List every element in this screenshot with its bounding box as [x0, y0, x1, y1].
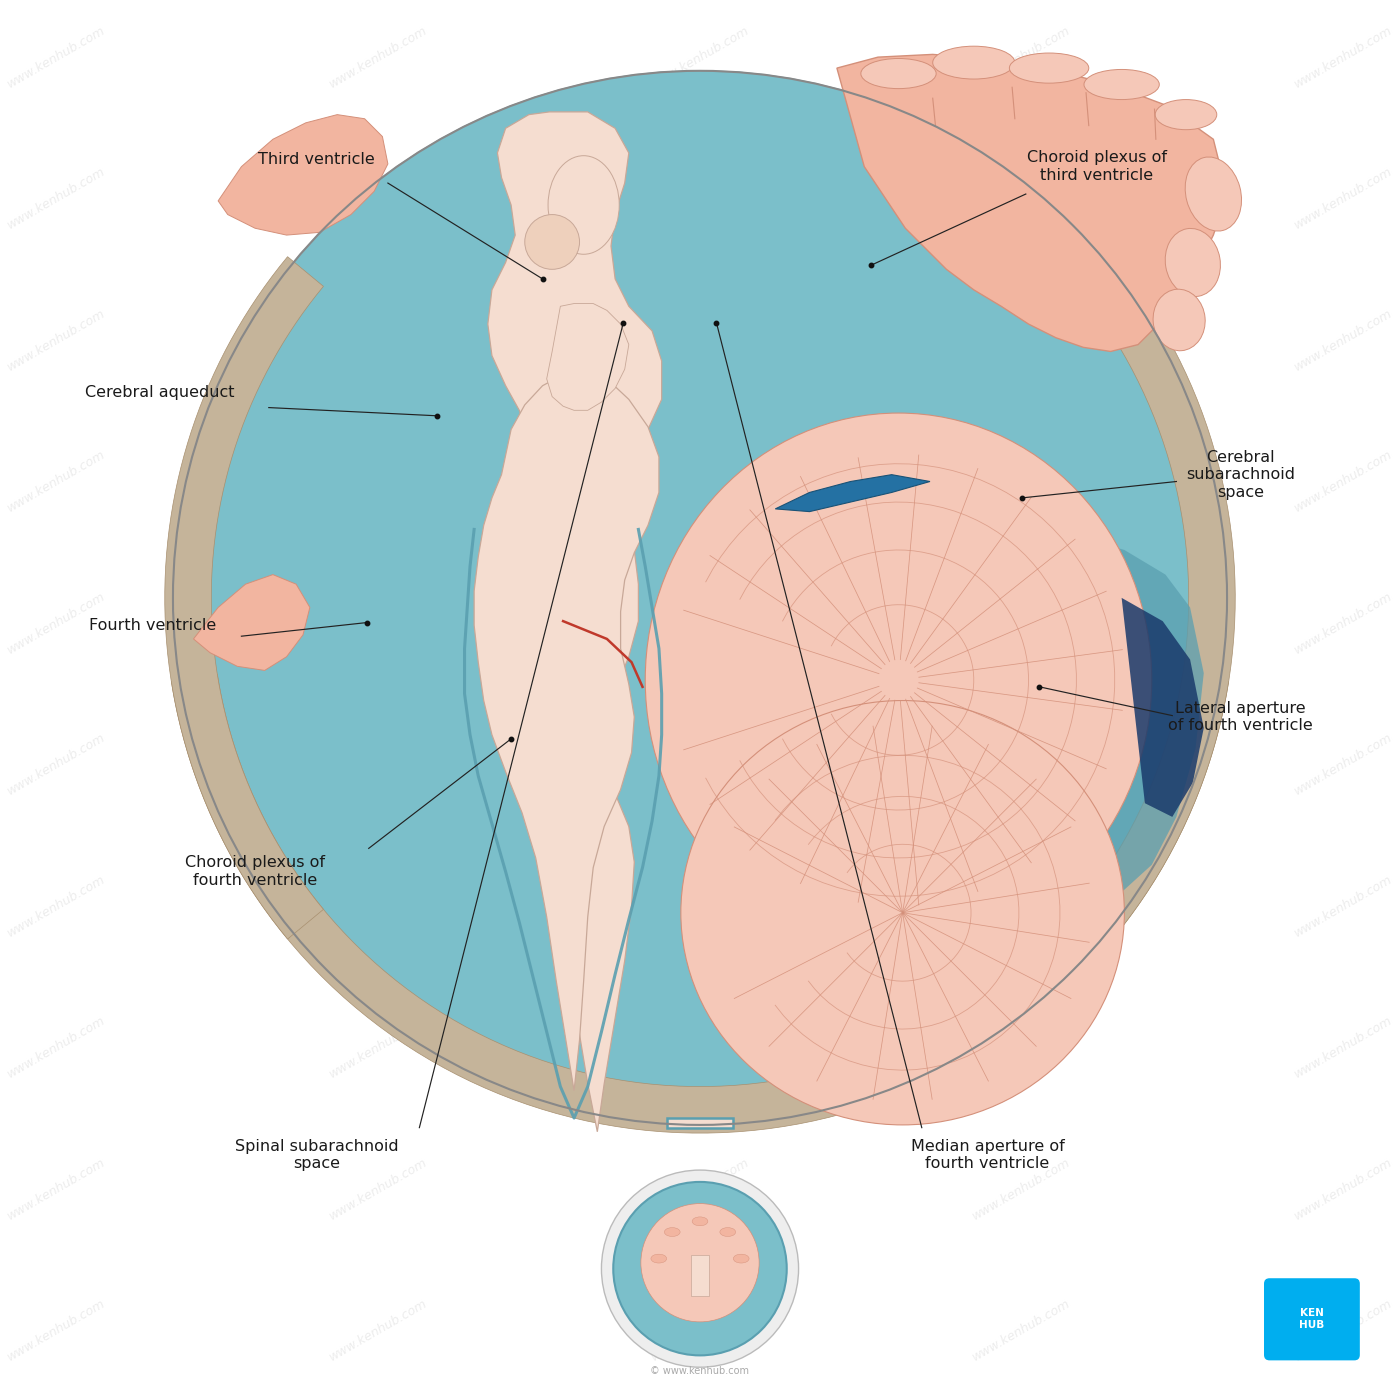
Polygon shape — [546, 304, 629, 410]
Text: www.kenhub.com: www.kenhub.com — [970, 307, 1072, 374]
Text: www.kenhub.com: www.kenhub.com — [1292, 872, 1394, 939]
Text: www.kenhub.com: www.kenhub.com — [970, 589, 1072, 657]
Text: www.kenhub.com: www.kenhub.com — [328, 307, 430, 374]
Ellipse shape — [1186, 157, 1242, 231]
Ellipse shape — [1084, 70, 1159, 99]
Text: Lateral aperture
of fourth ventricle: Lateral aperture of fourth ventricle — [1169, 701, 1313, 734]
Ellipse shape — [680, 700, 1124, 1126]
Polygon shape — [962, 311, 1235, 1050]
Text: www.kenhub.com: www.kenhub.com — [6, 731, 108, 798]
FancyBboxPatch shape — [1264, 1278, 1359, 1361]
Polygon shape — [475, 372, 659, 1091]
Polygon shape — [165, 256, 323, 939]
Text: Third ventricle: Third ventricle — [259, 153, 375, 168]
Text: Fourth ventricle: Fourth ventricle — [88, 617, 216, 633]
Text: Spinal subarachnoid
space: Spinal subarachnoid space — [235, 1138, 399, 1172]
Text: www.kenhub.com: www.kenhub.com — [648, 1296, 752, 1364]
Ellipse shape — [734, 1254, 749, 1263]
Ellipse shape — [1165, 228, 1221, 297]
Text: www.kenhub.com: www.kenhub.com — [6, 1155, 108, 1222]
Text: www.kenhub.com: www.kenhub.com — [970, 731, 1072, 798]
Text: www.kenhub.com: www.kenhub.com — [648, 1014, 752, 1081]
Text: Cerebral
subarachnoid
space: Cerebral subarachnoid space — [1186, 449, 1295, 500]
Text: www.kenhub.com: www.kenhub.com — [648, 1155, 752, 1222]
Circle shape — [641, 1204, 759, 1322]
Text: www.kenhub.com: www.kenhub.com — [1292, 1296, 1394, 1364]
Text: www.kenhub.com: www.kenhub.com — [1292, 1014, 1394, 1081]
Polygon shape — [193, 574, 309, 671]
Text: www.kenhub.com: www.kenhub.com — [970, 165, 1072, 232]
Circle shape — [602, 1170, 798, 1368]
Text: www.kenhub.com: www.kenhub.com — [970, 872, 1072, 939]
Ellipse shape — [665, 1228, 680, 1236]
Ellipse shape — [547, 155, 619, 255]
Ellipse shape — [861, 59, 937, 88]
Text: Choroid plexus of
fourth ventricle: Choroid plexus of fourth ventricle — [185, 855, 325, 888]
Text: www.kenhub.com: www.kenhub.com — [6, 24, 108, 91]
Circle shape — [525, 214, 580, 269]
Text: www.kenhub.com: www.kenhub.com — [6, 165, 108, 232]
Text: Median aperture of
fourth ventricle: Median aperture of fourth ventricle — [910, 1138, 1064, 1172]
Text: www.kenhub.com: www.kenhub.com — [6, 307, 108, 374]
Ellipse shape — [645, 413, 1152, 946]
Polygon shape — [837, 55, 1226, 351]
Text: www.kenhub.com: www.kenhub.com — [970, 1014, 1072, 1081]
Text: www.kenhub.com: www.kenhub.com — [1292, 165, 1394, 232]
Polygon shape — [487, 112, 662, 1131]
Ellipse shape — [720, 1228, 735, 1236]
Text: Cerebral aqueduct: Cerebral aqueduct — [84, 385, 234, 400]
Polygon shape — [218, 115, 388, 235]
Text: www.kenhub.com: www.kenhub.com — [1292, 307, 1394, 374]
Ellipse shape — [651, 1254, 666, 1263]
Text: www.kenhub.com: www.kenhub.com — [6, 1296, 108, 1364]
Text: www.kenhub.com: www.kenhub.com — [970, 1296, 1072, 1364]
Text: Choroid plexus of
third ventricle: Choroid plexus of third ventricle — [1028, 150, 1168, 183]
Text: www.kenhub.com: www.kenhub.com — [970, 24, 1072, 91]
Polygon shape — [776, 475, 930, 511]
Text: www.kenhub.com: www.kenhub.com — [328, 165, 430, 232]
Text: www.kenhub.com: www.kenhub.com — [328, 1155, 430, 1222]
Text: www.kenhub.com: www.kenhub.com — [1292, 24, 1394, 91]
Text: www.kenhub.com: www.kenhub.com — [648, 307, 752, 374]
Text: www.kenhub.com: www.kenhub.com — [328, 731, 430, 798]
Text: www.kenhub.com: www.kenhub.com — [328, 872, 430, 939]
Text: www.kenhub.com: www.kenhub.com — [328, 24, 430, 91]
Ellipse shape — [692, 1217, 708, 1226]
Circle shape — [613, 1182, 787, 1355]
Polygon shape — [171, 675, 1229, 1133]
Text: www.kenhub.com: www.kenhub.com — [970, 448, 1072, 515]
Text: www.kenhub.com: www.kenhub.com — [648, 448, 752, 515]
Circle shape — [174, 71, 1226, 1126]
Polygon shape — [668, 1119, 732, 1127]
Polygon shape — [1077, 536, 1204, 892]
Text: www.kenhub.com: www.kenhub.com — [328, 448, 430, 515]
Text: www.kenhub.com: www.kenhub.com — [970, 1155, 1072, 1222]
Text: www.kenhub.com: www.kenhub.com — [328, 589, 430, 657]
Text: KEN
HUB: KEN HUB — [1299, 1309, 1324, 1330]
Text: www.kenhub.com: www.kenhub.com — [328, 1014, 430, 1081]
Text: www.kenhub.com: www.kenhub.com — [6, 589, 108, 657]
Text: www.kenhub.com: www.kenhub.com — [6, 1014, 108, 1081]
Polygon shape — [692, 1254, 708, 1296]
Text: www.kenhub.com: www.kenhub.com — [648, 24, 752, 91]
Text: www.kenhub.com: www.kenhub.com — [648, 165, 752, 232]
Text: www.kenhub.com: www.kenhub.com — [6, 448, 108, 515]
Text: www.kenhub.com: www.kenhub.com — [1292, 731, 1394, 798]
Ellipse shape — [1009, 53, 1089, 83]
Text: www.kenhub.com: www.kenhub.com — [1292, 589, 1394, 657]
Text: www.kenhub.com: www.kenhub.com — [1292, 448, 1394, 515]
Text: www.kenhub.com: www.kenhub.com — [1292, 1155, 1394, 1222]
Ellipse shape — [1155, 99, 1217, 130]
Text: www.kenhub.com: www.kenhub.com — [6, 872, 108, 939]
Text: © www.kenhub.com: © www.kenhub.com — [651, 1366, 749, 1376]
Ellipse shape — [932, 46, 1015, 78]
Text: www.kenhub.com: www.kenhub.com — [328, 1296, 430, 1364]
Polygon shape — [1121, 598, 1204, 816]
Text: www.kenhub.com: www.kenhub.com — [648, 589, 752, 657]
Ellipse shape — [1154, 290, 1205, 351]
Text: www.kenhub.com: www.kenhub.com — [648, 872, 752, 939]
Text: www.kenhub.com: www.kenhub.com — [648, 731, 752, 798]
